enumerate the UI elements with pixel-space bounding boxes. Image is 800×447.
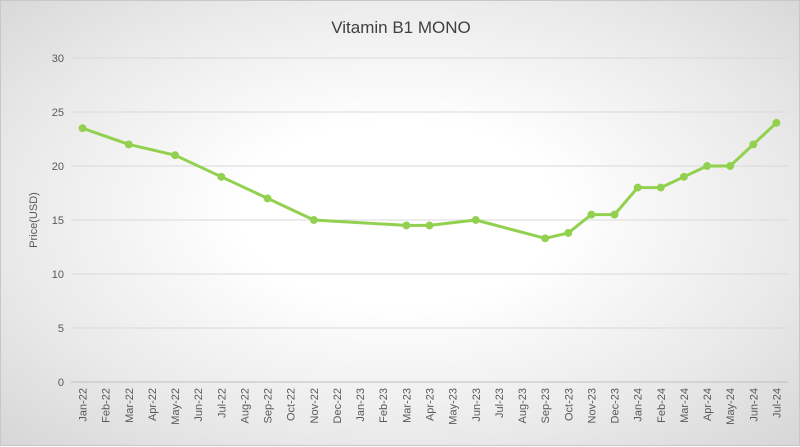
x-tick-label: Jul-24	[771, 388, 783, 418]
y-axis-ticks: 0 5 10 15 20 25 30	[52, 53, 64, 389]
x-tick-label: Feb-24	[656, 388, 668, 423]
x-tick-label: Dec-22	[332, 388, 344, 423]
x-tick-label: Jul-22	[216, 388, 228, 418]
x-tick-label: May-24	[725, 388, 737, 425]
gridlines	[71, 57, 788, 383]
x-tick-label: Aug-22	[239, 388, 251, 423]
data-point	[633, 183, 642, 192]
data-point	[749, 140, 758, 149]
y-tick-label: 5	[58, 323, 64, 335]
data-point	[564, 229, 573, 237]
y-axis-label: Price(USD)	[28, 192, 40, 248]
x-tick-label: Oct-23	[563, 388, 575, 421]
x-tick-label: Mar-24	[679, 388, 691, 423]
x-tick-label: Jan-24	[633, 388, 645, 422]
data-point	[124, 140, 133, 149]
x-tick-label: Aug-23	[517, 388, 529, 423]
series-line	[81, 121, 778, 240]
data-point	[703, 162, 711, 170]
data-point	[726, 162, 735, 170]
x-tick-label: Jun-24	[748, 388, 760, 422]
x-tick-label: May-23	[448, 388, 460, 425]
x-tick-label: Nov-22	[309, 388, 321, 423]
x-tick-label: Mar-22	[124, 388, 136, 423]
chart-title: Vitamin B1 MONO	[331, 18, 471, 37]
x-tick-label: Oct-22	[286, 388, 298, 421]
data-point	[309, 216, 318, 224]
x-tick-label: Mar-23	[401, 388, 413, 423]
x-tick-label: Sep-23	[540, 388, 552, 423]
data-point	[425, 221, 434, 230]
data-point	[541, 234, 550, 243]
x-tick-label: Jan-23	[355, 388, 367, 422]
data-point	[171, 151, 180, 160]
x-tick-label: Jun-22	[193, 388, 205, 422]
y-tick-label: 0	[58, 377, 64, 389]
x-tick-label: Jan-22	[78, 388, 90, 422]
x-tick-label: Jul-23	[494, 388, 506, 418]
y-tick-label: 25	[52, 107, 64, 119]
y-tick-label: 30	[52, 53, 64, 65]
x-tick-label: Nov-23	[586, 388, 598, 423]
data-point	[217, 172, 226, 181]
data-point	[656, 183, 665, 192]
data-point	[587, 210, 596, 219]
x-tick-label: May-22	[170, 388, 182, 425]
y-tick-label: 15	[52, 215, 64, 227]
x-tick-label: Apr-24	[702, 388, 714, 421]
y-tick-label: 10	[52, 269, 64, 281]
data-point	[471, 216, 480, 224]
data-point	[78, 124, 87, 133]
series-layer	[78, 118, 781, 243]
x-tick-label: Feb-22	[101, 388, 113, 423]
x-tick-label: Apr-23	[425, 388, 437, 421]
x-tick-label: Jun-23	[471, 388, 483, 422]
x-tick-label: Sep-22	[263, 388, 275, 423]
data-point	[263, 194, 272, 203]
data-point	[610, 210, 619, 219]
y-tick-label: 20	[52, 161, 64, 173]
data-point	[402, 221, 411, 230]
x-tick-label: Feb-23	[378, 388, 390, 423]
x-axis-ticks: Jan-22 Feb-22 Mar-22 Apr-22 May-22 Jun-22 Jul-…	[78, 388, 784, 425]
data-point	[772, 118, 781, 127]
data-point	[679, 172, 688, 181]
x-tick-label: Apr-22	[147, 388, 159, 421]
x-tick-label: Dec-23	[610, 388, 622, 423]
